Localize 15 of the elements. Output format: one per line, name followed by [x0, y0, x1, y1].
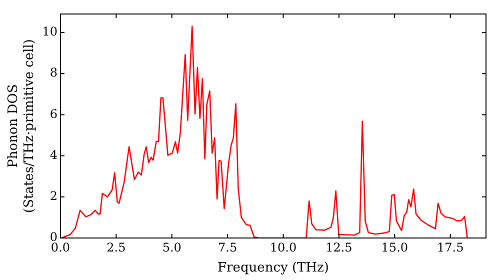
y-tick-label: 10: [42, 24, 58, 39]
x-tick-label: 15.0: [381, 240, 408, 254]
x-tick-label: 17.5: [436, 240, 464, 254]
y-axis-title: Phonon DOS (States/THz·primitive cell): [6, 38, 37, 214]
x-tick-label: 2.5: [106, 240, 126, 254]
x-tick-label: 7.5: [218, 240, 238, 254]
x-tick-label: 12.5: [326, 240, 352, 254]
x-tick-label: 10.0: [270, 240, 297, 254]
x-tick-label: 0.0: [50, 240, 70, 254]
y-tick-label: 8: [50, 66, 58, 80]
y-tick-label: 2: [50, 189, 58, 204]
x-tick-label: 5.0: [162, 240, 182, 254]
y-tick-label: 6: [50, 106, 58, 121]
x-axis-title: Frequency (THz): [218, 260, 329, 276]
y-tick-label: 4: [50, 148, 58, 162]
